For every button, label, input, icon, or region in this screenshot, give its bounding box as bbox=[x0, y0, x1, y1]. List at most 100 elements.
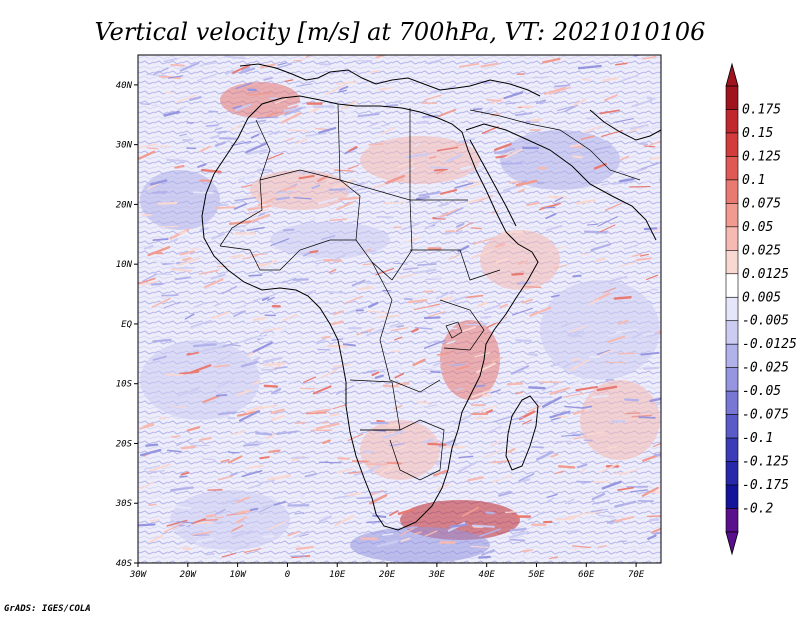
field-streak bbox=[413, 268, 437, 275]
colorbar-label: -0.175 bbox=[742, 478, 789, 493]
field-streak bbox=[563, 392, 586, 398]
field-streak bbox=[366, 327, 385, 337]
field-streak bbox=[238, 410, 261, 422]
field-streak bbox=[525, 286, 542, 289]
colorbar-label: -0.2 bbox=[742, 502, 773, 517]
field-streak bbox=[615, 328, 639, 333]
field-streak bbox=[572, 409, 585, 415]
field-streak bbox=[480, 315, 492, 319]
field-streak bbox=[515, 339, 533, 343]
field-streak bbox=[582, 125, 602, 134]
field-streak bbox=[458, 460, 479, 473]
field-streak bbox=[260, 259, 278, 268]
field-streak bbox=[387, 445, 407, 454]
field-streak bbox=[179, 133, 187, 137]
field-streak bbox=[167, 75, 184, 79]
field-streak bbox=[321, 368, 338, 378]
field-streak bbox=[498, 491, 513, 497]
field-streak bbox=[511, 416, 524, 421]
field-streak bbox=[295, 83, 313, 87]
field-streak bbox=[263, 77, 273, 81]
field-streak bbox=[642, 55, 657, 60]
field-streak bbox=[295, 545, 314, 551]
field-streak bbox=[387, 423, 399, 428]
field-streak bbox=[653, 374, 661, 380]
field-streak bbox=[180, 471, 190, 476]
field-streak bbox=[611, 472, 626, 475]
field-streak bbox=[631, 253, 643, 258]
field-streak bbox=[511, 307, 533, 316]
field-streak bbox=[359, 250, 376, 254]
field-streak bbox=[620, 155, 630, 161]
field-streak bbox=[145, 443, 159, 447]
field-streak bbox=[351, 172, 363, 179]
field-streak bbox=[329, 218, 348, 222]
field-streak bbox=[643, 366, 659, 370]
field-streak bbox=[423, 438, 434, 444]
field-streak bbox=[446, 207, 464, 217]
field-streak bbox=[471, 250, 492, 259]
field-streak bbox=[215, 206, 236, 209]
lat-tick-label: 10N bbox=[116, 260, 133, 270]
field-streak bbox=[575, 385, 598, 392]
field-streak bbox=[235, 82, 252, 90]
field-streak bbox=[358, 286, 374, 291]
field-blob bbox=[250, 170, 350, 210]
field-streak bbox=[284, 378, 301, 385]
field-streak bbox=[305, 55, 313, 58]
field-streak bbox=[420, 368, 444, 372]
field-streak bbox=[179, 250, 195, 256]
field-streak bbox=[337, 89, 347, 93]
field-streak bbox=[222, 343, 234, 348]
field-streak bbox=[232, 64, 251, 74]
field-streak bbox=[407, 298, 428, 304]
field-streak bbox=[413, 142, 421, 147]
field-streak bbox=[484, 304, 501, 312]
field-streak bbox=[298, 171, 316, 174]
field-streak bbox=[391, 179, 405, 183]
field-streak bbox=[245, 405, 263, 414]
field-streak bbox=[236, 389, 252, 396]
field-streak bbox=[630, 123, 649, 130]
field-streak bbox=[142, 422, 154, 428]
field-streak bbox=[332, 310, 345, 316]
field-streak bbox=[373, 183, 386, 189]
field-streak bbox=[424, 94, 442, 101]
field-streak bbox=[550, 362, 560, 367]
border-south bbox=[360, 419, 445, 481]
field-streak bbox=[554, 196, 564, 203]
field-streak bbox=[475, 416, 489, 420]
border-libya-egypt bbox=[409, 108, 468, 201]
field-streak bbox=[247, 204, 272, 211]
field-streak bbox=[262, 362, 287, 367]
field-streak bbox=[460, 165, 472, 171]
field-streak bbox=[138, 523, 156, 527]
latitude-axis: 40N 30N 20N 10N EQ 10S 20S 30S 40S bbox=[115, 81, 138, 569]
field-streak bbox=[643, 174, 661, 183]
field-streak bbox=[437, 483, 450, 491]
field-streak bbox=[449, 523, 467, 528]
field-streak bbox=[276, 430, 299, 435]
field-streak bbox=[526, 202, 540, 207]
field-streak bbox=[450, 363, 467, 367]
field-streak bbox=[166, 519, 188, 527]
field-streak bbox=[149, 179, 168, 186]
field-streak bbox=[325, 177, 337, 184]
field-streak bbox=[294, 512, 305, 515]
field-streak bbox=[246, 335, 261, 343]
field-streak bbox=[600, 182, 611, 186]
field-streak bbox=[198, 428, 214, 431]
field-streak bbox=[438, 202, 450, 208]
field-streak bbox=[217, 411, 237, 416]
field-streak bbox=[549, 386, 571, 395]
field-streak bbox=[290, 145, 303, 152]
field-streak bbox=[362, 370, 377, 374]
field-streak bbox=[221, 552, 237, 558]
field-streak bbox=[166, 158, 187, 163]
field-streak bbox=[441, 445, 466, 449]
field-streak bbox=[646, 274, 659, 281]
field-streak bbox=[495, 155, 508, 159]
field-streak bbox=[446, 340, 456, 345]
field-streak bbox=[484, 425, 502, 435]
field-streak bbox=[542, 150, 553, 153]
